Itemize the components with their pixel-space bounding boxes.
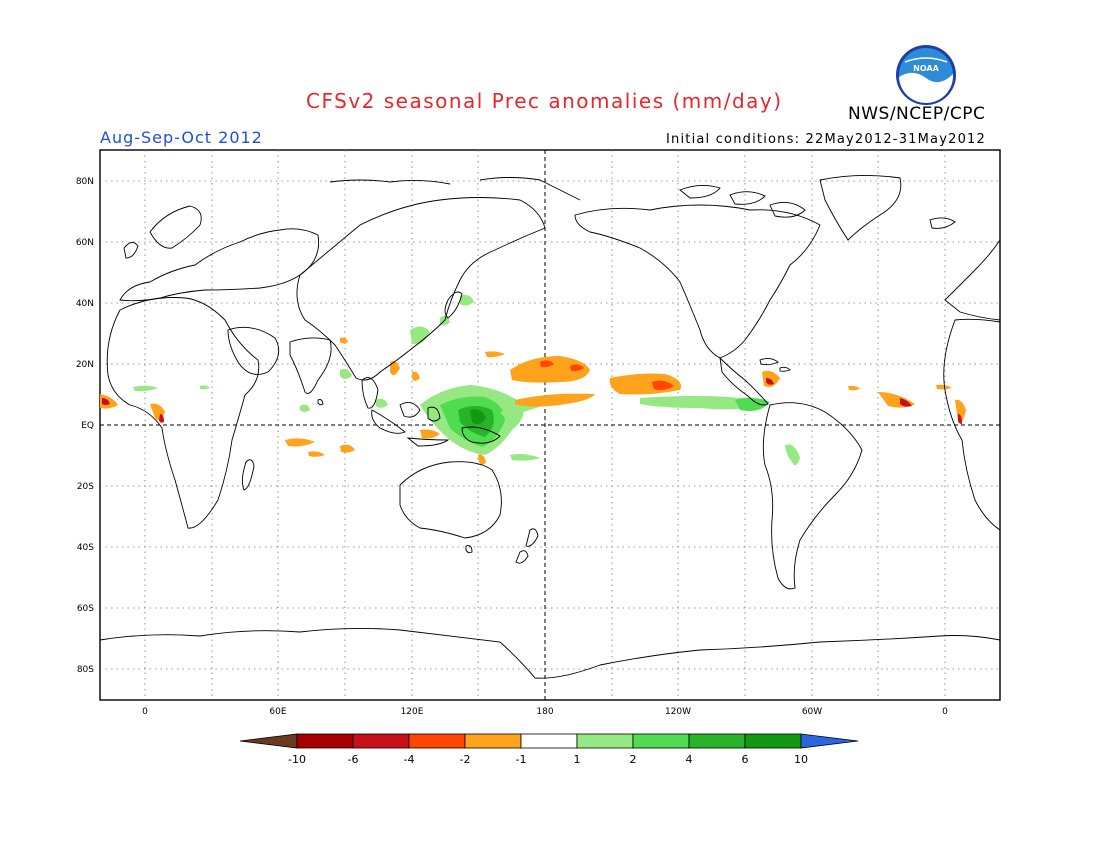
lat-label: 20N bbox=[76, 360, 94, 370]
lat-label: EQ bbox=[81, 421, 94, 431]
legend-label: -4 bbox=[404, 753, 415, 766]
lon-label: 180 bbox=[536, 707, 553, 717]
legend-swatch bbox=[744, 733, 802, 749]
color-legend: -10 -6 -4 -2 -1 1 2 4 6 10 bbox=[239, 733, 859, 766]
legend-label: 1 bbox=[574, 753, 581, 766]
legend-swatch bbox=[632, 733, 690, 749]
legend-swatch bbox=[576, 733, 634, 749]
lat-label: 20S bbox=[77, 482, 94, 492]
legend-swatch bbox=[296, 733, 354, 749]
lat-label: 40S bbox=[77, 543, 94, 553]
noaa-logo-text: NOAA bbox=[913, 64, 939, 73]
map-title: CFSv2 seasonal Prec anomalies (mm/day) bbox=[306, 89, 783, 113]
legend-swatch bbox=[520, 733, 578, 749]
lat-label: 80N bbox=[76, 177, 94, 187]
lon-label: 60W bbox=[802, 707, 822, 717]
legend-swatch bbox=[408, 733, 466, 749]
lat-label: 60N bbox=[76, 238, 94, 248]
noaa-logo: NOAA bbox=[896, 45, 956, 105]
lon-label: 0 bbox=[942, 707, 948, 717]
lon-label: 0 bbox=[142, 707, 148, 717]
legend-label: 6 bbox=[742, 753, 749, 766]
lat-label: 60S bbox=[77, 604, 94, 614]
legend-label: 10 bbox=[794, 753, 808, 766]
lon-label: 60E bbox=[269, 707, 286, 717]
legend-label: -10 bbox=[288, 753, 306, 766]
initial-conditions-label: Initial conditions: 22May2012-31May2012 bbox=[666, 132, 986, 147]
coastlines bbox=[99, 174, 1001, 679]
longitude-labels: 0 60E 120E 180 120W 60W 0 bbox=[142, 707, 948, 717]
legend-label: -2 bbox=[460, 753, 471, 766]
legend-swatch bbox=[352, 733, 410, 749]
legend-label: -6 bbox=[348, 753, 359, 766]
lon-label: 120W bbox=[665, 707, 691, 717]
lat-label: 40N bbox=[76, 299, 94, 309]
legend-label: -1 bbox=[516, 753, 527, 766]
latitude-labels: 80N 60N 40N 20N EQ 20S 40S 60S 80S bbox=[76, 177, 94, 675]
legend-label: 2 bbox=[630, 753, 637, 766]
legend-arrow-low bbox=[239, 733, 298, 749]
legend-arrow-high bbox=[800, 733, 859, 749]
anomaly-shading bbox=[100, 294, 966, 466]
legend-label: 4 bbox=[686, 753, 693, 766]
lon-label: 120E bbox=[401, 707, 424, 717]
lat-label: 80S bbox=[77, 665, 94, 675]
legend-swatch bbox=[464, 733, 522, 749]
season-label: Aug-Sep-Oct 2012 bbox=[100, 128, 263, 147]
legend-swatch bbox=[688, 733, 746, 749]
agency-label: NWS/NCEP/CPC bbox=[848, 104, 986, 124]
